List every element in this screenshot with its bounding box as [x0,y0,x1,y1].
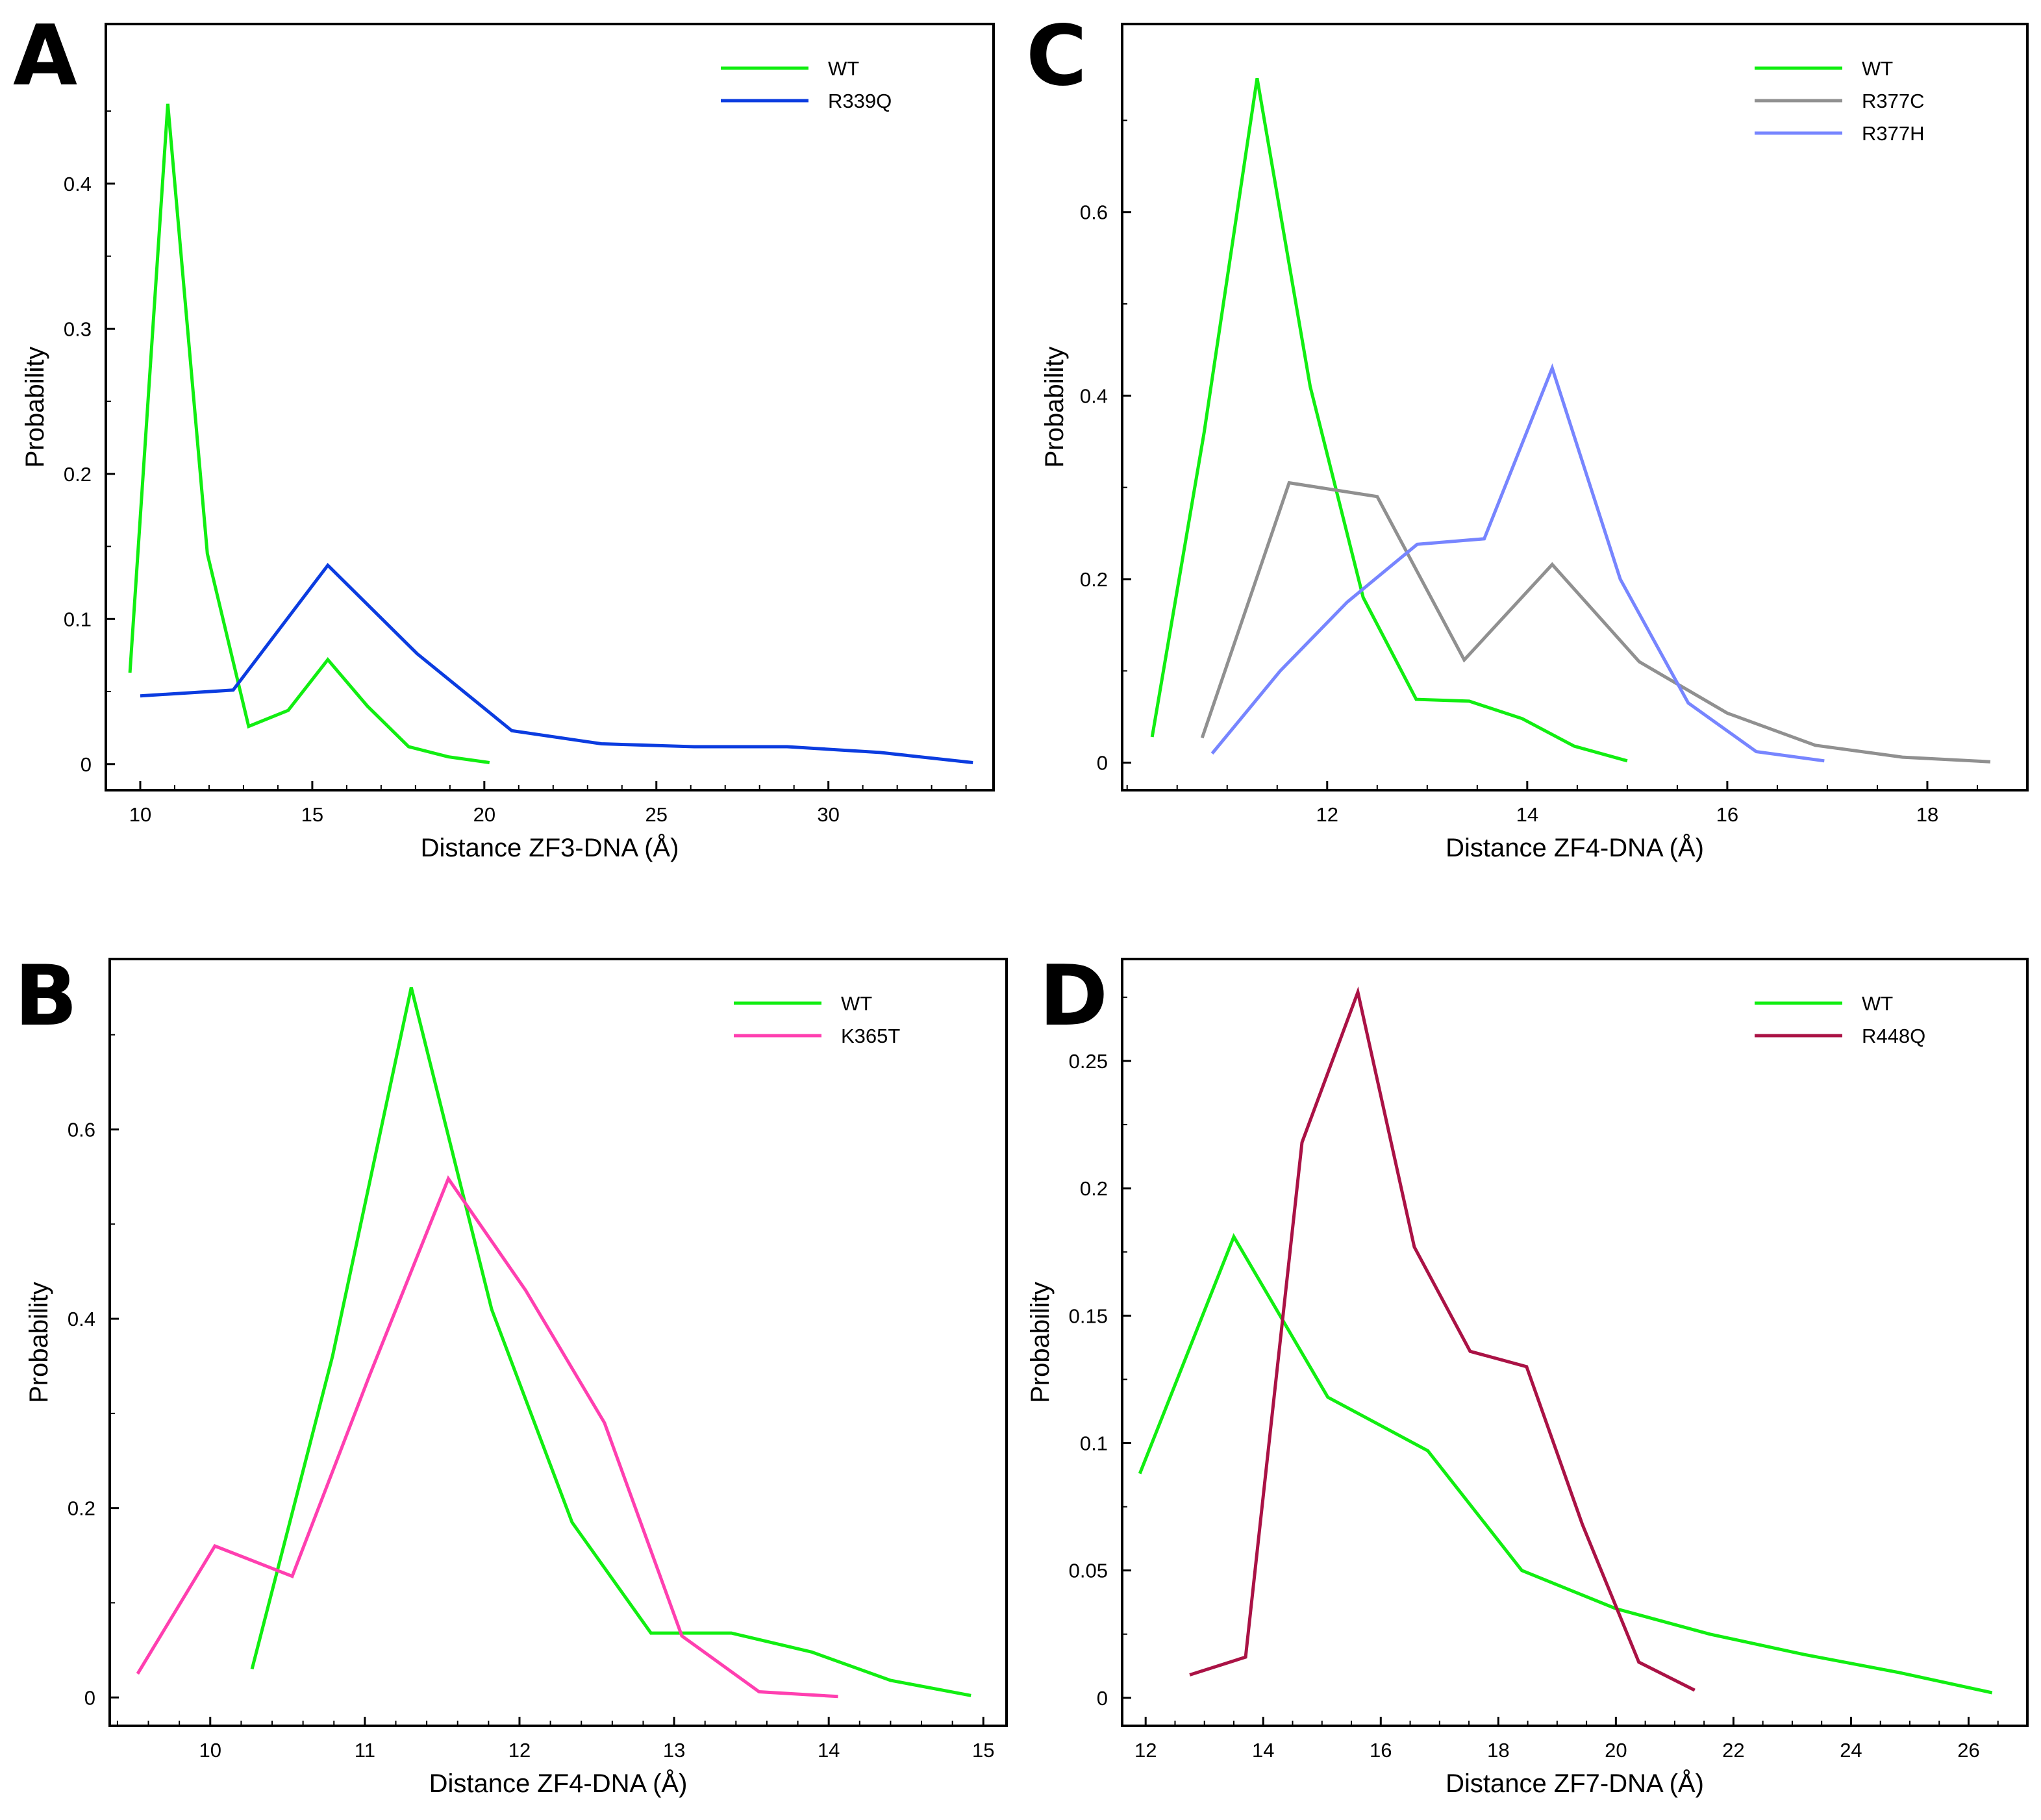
series-line-wt [1138,1233,1993,1695]
panel-letter: B [14,948,78,1045]
y-tick-label: 0.2 [1080,568,1108,591]
plot-frame [105,23,995,792]
series-line-wt [1150,77,1628,763]
x-axis-title: Distance ZF7-DNA (Å) [1446,1769,1704,1798]
chart-panel-c: C 0 0.2 0.4 0.6 12 14 16 18 Distance ZF4-DNA (Å) P… [1026,8,2029,862]
y-tick-label: 0.6 [1080,201,1108,224]
x-tick-label: 30 [817,803,839,826]
y-tick-label: 0.4 [64,173,92,195]
legend-label-r448q: R448Q [1862,1025,1925,1047]
x-tick-label: 22 [1722,1739,1744,1762]
y-tick-label: 0.1 [64,608,92,630]
series-line-r377c [1200,480,1991,764]
series-line-r377h [1210,363,1825,763]
y-tick-label: 0 [81,753,92,776]
x-tick-label: 12 [1316,803,1338,826]
chart-panel-d: D 0 0.05 0.1 0.15 0.2 0.25 12 14 16 18 20 22 24 26 Dist… [1026,948,2029,1798]
x-tick-label: 18 [1487,1739,1509,1762]
x-tick-label: 13 [663,1739,685,1762]
y-tick-label: 0.2 [68,1497,95,1520]
panel-letter: C [1026,8,1087,105]
x-tick-label: 12 [1134,1739,1157,1762]
plot-frame [1121,958,2029,1727]
series-line-wt [250,987,971,1697]
x-tick-label: 26 [1957,1739,1979,1762]
y-tick-label: 0.1 [1080,1432,1108,1454]
y-axis-title: Probability [1026,1282,1055,1403]
chart-panel-b: B 0 0.2 0.4 0.6 10 11 12 13 14 15 Distance ZF4-DNA … [14,948,1008,1798]
legend-label-wt: WT [828,57,859,80]
legend-label-r339q: R339Q [828,90,892,112]
y-tick-label: 0.4 [68,1308,95,1330]
x-tick-label: 12 [508,1739,531,1762]
x-tick-label: 15 [301,803,323,826]
x-tick-label: 11 [355,1739,375,1762]
x-tick-label: 24 [1840,1739,1862,1762]
x-axis-title: Distance ZF4-DNA (Å) [1446,833,1704,862]
legend-label-k365t: K365T [841,1025,900,1047]
x-tick-label: 10 [129,803,151,826]
series-line-r339q [140,562,973,764]
y-tick-label: 0.25 [1069,1050,1108,1073]
y-tick-label: 0.2 [1080,1177,1108,1200]
y-tick-label: 0.2 [64,463,92,486]
legend-label-wt: WT [841,992,872,1015]
plot-frame [108,958,1008,1727]
y-tick-label: 0 [1097,752,1108,775]
x-tick-label: 16 [1716,803,1738,826]
series-line-wt [128,103,490,764]
x-tick-label: 14 [818,1739,840,1762]
legend-label-wt: WT [1862,57,1893,80]
x-tick-label: 14 [1252,1739,1274,1762]
x-tick-label: 20 [1605,1739,1627,1762]
x-tick-label: 10 [199,1739,221,1762]
chart-panel-a: A 0 0.1 0.2 0.3 0.4 10 15 20 25 30 Distance ZF3-DNA… [13,8,995,862]
y-tick-label: 0 [1097,1687,1108,1710]
legend-label-r377h: R377H [1862,122,1925,145]
x-tick-label: 25 [645,803,668,826]
panel-letter: D [1039,948,1108,1045]
legend-label-r377c: R377C [1862,90,1925,112]
series-line-r448q [1189,986,1696,1692]
y-axis-title: Probability [25,1282,53,1403]
x-axis-title: Distance ZF3-DNA (Å) [421,833,679,862]
y-axis-title: Probability [21,347,49,468]
series-line-k365t [136,1175,838,1699]
y-tick-label: 0.3 [64,318,92,340]
x-tick-label: 15 [972,1739,994,1762]
x-tick-label: 14 [1516,803,1538,826]
y-tick-label: 0.6 [68,1118,95,1141]
plot-frame [1121,23,2029,792]
y-tick-label: 0.15 [1069,1304,1108,1327]
x-axis-title: Distance ZF4-DNA (Å) [429,1769,688,1798]
y-tick-label: 0.05 [1069,1560,1108,1582]
x-tick-label: 20 [473,803,495,826]
y-axis-title: Probability [1040,347,1069,468]
y-tick-label: 0.4 [1080,384,1108,407]
x-tick-label: 16 [1370,1739,1392,1762]
x-tick-label: 18 [1916,803,1938,826]
panel-letter: A [13,8,77,105]
legend-label-wt: WT [1862,992,1893,1015]
y-tick-label: 0 [84,1686,95,1709]
